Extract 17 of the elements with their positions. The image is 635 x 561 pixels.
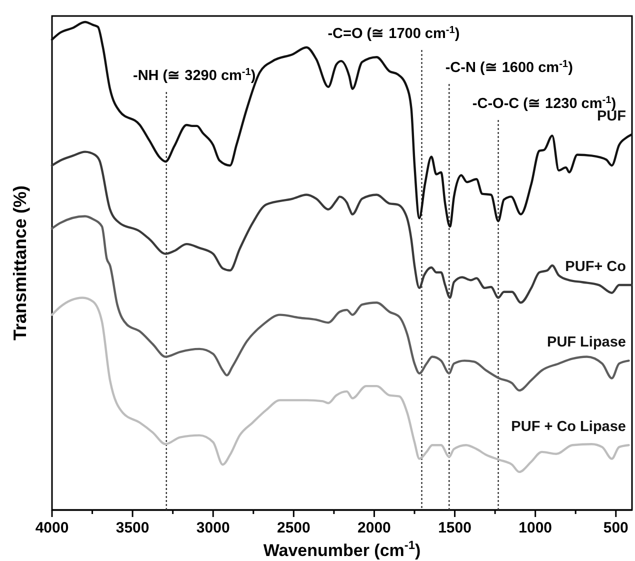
x-tick-label: 1000 xyxy=(518,520,552,536)
ref-line-label: -C-O-C (≅ 1230 cm$^{-1}$) xyxy=(472,94,616,112)
x-axis-title: Wavenumber (cm$^{-1}$) xyxy=(263,538,421,560)
ref-line-label: -C=O (≅ 1700 cm$^{-1}$) xyxy=(328,24,460,42)
x-tick-label: 1500 xyxy=(438,520,472,536)
series-label: PUF + Co Lipase xyxy=(511,419,626,436)
x-tick-label: 3000 xyxy=(196,520,230,536)
ref-line-label: -C-N (≅ 1600 cm$^{-1}$) xyxy=(445,58,574,76)
x-tick-label: 2500 xyxy=(276,520,310,536)
x-tick-label: 2000 xyxy=(358,520,391,536)
x-tick-label: 3500 xyxy=(116,520,150,536)
series-label: PUF+ Co xyxy=(565,259,626,276)
series-label: PUF Lipase xyxy=(547,334,626,351)
x-tick-label: 4000 xyxy=(35,520,69,536)
y-axis-title: Transmittance (%) xyxy=(10,185,30,341)
x-tick-label: 500 xyxy=(603,520,628,536)
ref-line-label: -NH (≅ 3290 cm$^{-1}$) xyxy=(133,66,256,84)
